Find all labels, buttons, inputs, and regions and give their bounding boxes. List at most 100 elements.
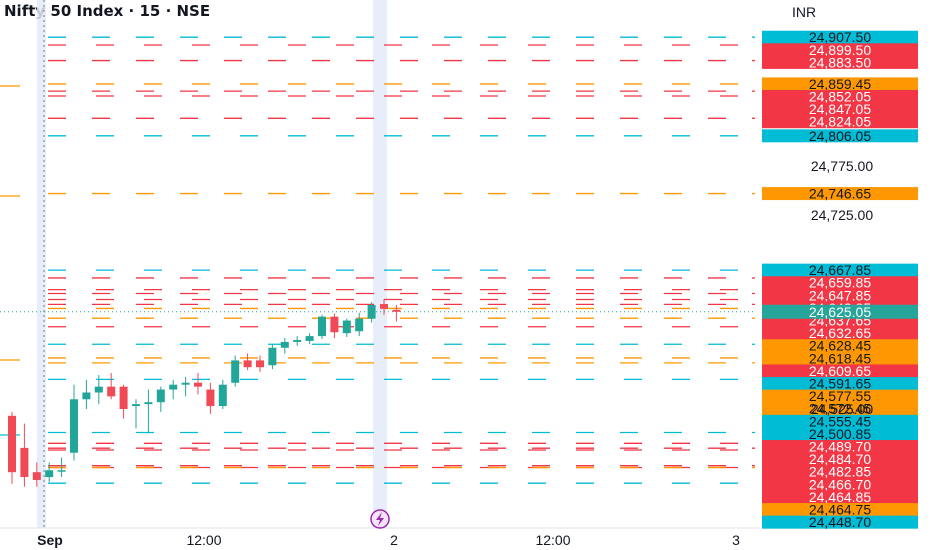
price-label: 24,464.85 xyxy=(809,489,871,505)
price-label-box xyxy=(762,326,918,340)
price-label: 24,859.45 xyxy=(809,76,871,92)
price-label: 24,464.75 xyxy=(809,502,871,518)
price-label-box xyxy=(762,364,918,378)
price-label: 24,647.85 xyxy=(809,287,871,303)
price-label: 24,572.45 xyxy=(809,401,871,417)
price-label-box xyxy=(762,115,918,129)
price-label: 24,500.85 xyxy=(809,426,871,442)
price-label: 24,591.65 xyxy=(809,376,871,392)
candle-body xyxy=(392,309,401,312)
price-label-box xyxy=(762,477,918,491)
session-band xyxy=(37,0,46,528)
candle-body xyxy=(181,382,190,385)
candle-body xyxy=(293,339,302,342)
price-label: 24,484.70 xyxy=(809,451,871,467)
candle-body xyxy=(380,304,388,309)
price-label-box xyxy=(762,440,918,454)
price-label: 24,555.45 xyxy=(809,413,871,429)
y-tick-label: 24,725.00 xyxy=(811,207,873,223)
x-tick-label: Sep xyxy=(37,532,63,548)
candle-body xyxy=(355,318,364,332)
price-label-box xyxy=(762,30,918,44)
price-label-box xyxy=(762,187,918,201)
price-label-box xyxy=(762,389,918,403)
price-label: 24,907.50 xyxy=(809,29,871,45)
price-label-box xyxy=(762,515,918,529)
currency-label: INR xyxy=(792,4,817,20)
y-tick-label: 24,775.00 xyxy=(811,158,873,174)
last-price-label: 24,625.05 xyxy=(809,304,871,320)
price-label: 24,628.45 xyxy=(809,338,871,354)
lightning-icon xyxy=(376,512,384,526)
price-label-box xyxy=(762,427,918,441)
price-label-box xyxy=(762,465,918,479)
session-band xyxy=(373,0,387,528)
price-label-box xyxy=(762,77,918,91)
price-label: 24,847.05 xyxy=(809,101,871,117)
candle-body xyxy=(256,360,264,368)
price-label-box xyxy=(762,339,918,353)
price-label: 24,852.05 xyxy=(809,89,871,105)
candle-body xyxy=(330,316,339,333)
price-label-box xyxy=(762,288,918,302)
candle-body xyxy=(305,336,314,341)
price-label-box xyxy=(762,263,918,277)
candle-body xyxy=(280,341,289,348)
candle-body xyxy=(156,389,165,403)
candle-body xyxy=(144,402,153,405)
price-label: 24,577.55 xyxy=(809,388,871,404)
candle-body xyxy=(82,392,91,400)
price-label: 24,667.85 xyxy=(809,262,871,278)
price-label-box xyxy=(762,129,918,143)
price-label: 24,482.85 xyxy=(809,464,871,480)
candle-body xyxy=(169,384,178,390)
candle-body xyxy=(20,447,29,478)
price-label: 24,883.50 xyxy=(809,54,871,70)
price-label: 24,659.85 xyxy=(809,275,871,291)
x-tick-label: 3 xyxy=(732,532,740,548)
candle-body xyxy=(342,320,351,334)
price-label-box xyxy=(762,490,918,504)
price-label: 24,632.65 xyxy=(809,325,871,341)
price-label: 24,899.50 xyxy=(809,42,871,58)
price-label-box xyxy=(762,55,918,69)
candle-body xyxy=(94,386,103,393)
price-label-box xyxy=(762,377,918,391)
x-tick-label: 12:00 xyxy=(186,532,221,548)
price-label-box xyxy=(762,351,918,365)
price-label: 24,489.70 xyxy=(809,439,871,455)
price-label: 24,618.45 xyxy=(809,350,871,366)
candle-body xyxy=(367,304,376,319)
price-label: 24,466.70 xyxy=(809,476,871,492)
price-label: 24,448.70 xyxy=(809,514,871,530)
price-label: 24,609.65 xyxy=(809,363,871,379)
x-tick-label: 2 xyxy=(390,532,398,548)
candle-body xyxy=(45,470,54,478)
candle-body xyxy=(243,360,252,368)
price-label-box xyxy=(762,90,918,104)
x-tick-label: 12:00 xyxy=(535,532,570,548)
price-label-box xyxy=(762,276,918,290)
candle-body xyxy=(231,360,240,383)
candle-body xyxy=(194,382,202,387)
y-tick-label: 24,525.00 xyxy=(811,401,873,417)
price-label-box xyxy=(762,503,918,517)
price-label: 24,806.05 xyxy=(809,128,871,144)
candle-body xyxy=(119,386,128,409)
candle-body xyxy=(218,384,227,407)
price-label-box xyxy=(762,402,918,416)
candle-body xyxy=(132,404,140,407)
candle-body xyxy=(8,415,16,473)
candle-body xyxy=(57,470,66,472)
price-label-box xyxy=(762,452,918,466)
chart-title: Nifty 50 Index · 15 · NSE xyxy=(4,2,211,20)
candle-body xyxy=(70,399,78,453)
price-label-box xyxy=(762,414,918,428)
candle-body xyxy=(107,386,116,397)
price-label: 24,824.05 xyxy=(809,114,871,130)
candle-body xyxy=(268,347,277,366)
price-label-box xyxy=(762,102,918,116)
last-price-box xyxy=(762,304,918,319)
price-label: 24,746.65 xyxy=(809,186,871,202)
